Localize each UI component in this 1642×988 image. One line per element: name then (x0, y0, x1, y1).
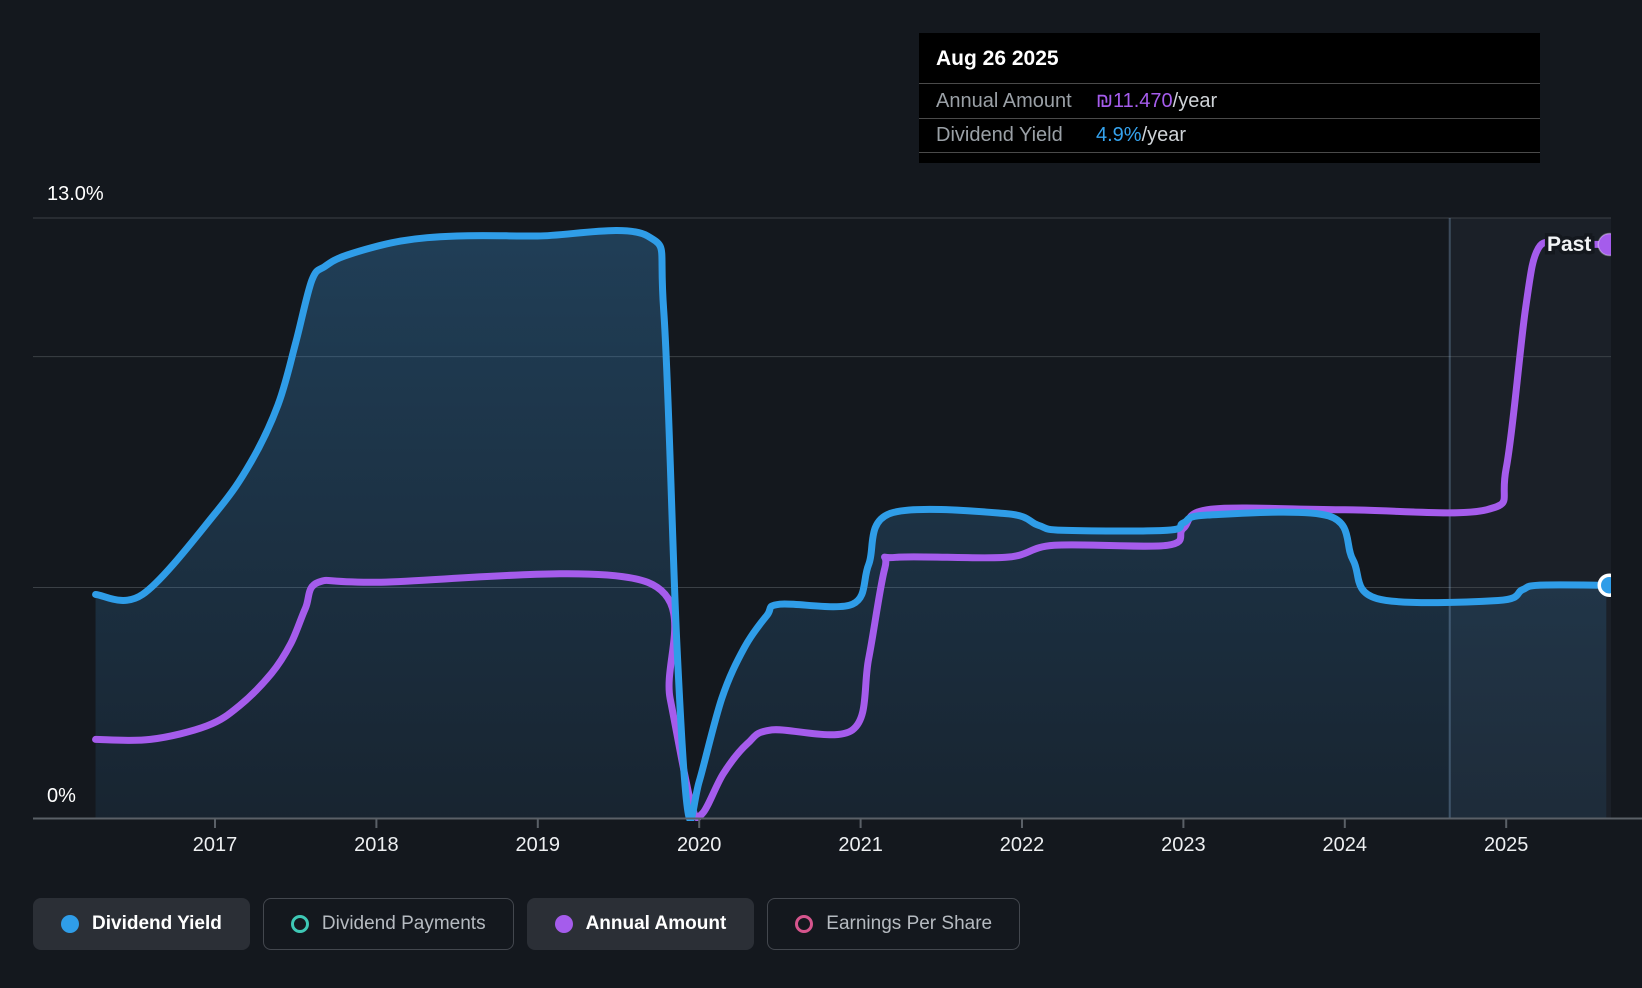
legend-label: Dividend Payments (321, 913, 486, 934)
legend-button-dividend-yield[interactable]: Dividend Yield (33, 898, 250, 950)
tooltip-annual-amount-label: Annual Amount (936, 89, 1072, 112)
x-label-2023: 2023 (1161, 834, 1206, 856)
x-label-2022: 2022 (1000, 834, 1045, 856)
past-label: Past (1547, 233, 1591, 256)
dividend-yield-area (95, 230, 1607, 820)
legend-label: Dividend Yield (92, 913, 222, 934)
dividend-yield-line (92, 227, 1610, 821)
chart-tooltip: Aug 26 2025 Annual Amount ₪11.470/year D… (919, 33, 1540, 163)
x-axis-ticks (214, 819, 1508, 828)
x-label-2019: 2019 (516, 834, 561, 856)
x-label-2018: 2018 (354, 834, 399, 856)
tooltip-row-dividend-yield: Dividend Yield 4.9%/year (919, 118, 1540, 153)
legend-marker-ring-icon (795, 915, 814, 933)
tooltip-annual-amount-value: ₪11.470 (1096, 89, 1173, 112)
x-label-2021: 2021 (838, 834, 883, 856)
annual-amount-line (92, 238, 1610, 821)
x-label-2020: 2020 (677, 834, 722, 856)
legend-button-dividend-payments[interactable]: Dividend Payments (262, 898, 514, 950)
tooltip-row-annual-amount: Annual Amount ₪11.470/year (919, 83, 1540, 118)
x-label-2017: 2017 (193, 834, 238, 856)
legend-marker-dot-icon (554, 915, 573, 933)
legend-button-earnings-per-share[interactable]: Earnings Per Share (767, 898, 1021, 950)
tooltip-date: Aug 26 2025 (936, 47, 1059, 70)
legend-label: Annual Amount (585, 913, 727, 934)
tooltip-annual-amount-suffix: /year (1172, 89, 1218, 112)
tooltip-dividend-yield-value: 4.9% (1096, 124, 1142, 146)
y-axis-zero-label: 0% (47, 785, 76, 807)
legend-marker-ring-icon (290, 915, 309, 933)
x-label-2024: 2024 (1323, 834, 1368, 856)
chart-legend: Dividend Yield Dividend Payments Annual Am… (33, 898, 1021, 950)
tooltip-dividend-yield-suffix: /year (1141, 124, 1187, 146)
annual-amount-endpoint-marker[interactable] (1597, 232, 1620, 257)
x-axis-labels: 2017 2018 2019 2020 2021 2022 2023 2024 2025 (193, 834, 1529, 856)
dividend-yield-endpoint-marker[interactable] (1597, 573, 1619, 597)
y-axis-max-label: 13.0% (47, 183, 104, 205)
x-label-2025: 2025 (1484, 834, 1529, 856)
legend-button-annual-amount[interactable]: Annual Amount (526, 898, 755, 950)
legend-marker-dot-icon (61, 915, 79, 933)
tooltip-dividend-yield-label: Dividend Yield (936, 124, 1063, 146)
legend-label: Earnings Per Share (826, 913, 993, 934)
